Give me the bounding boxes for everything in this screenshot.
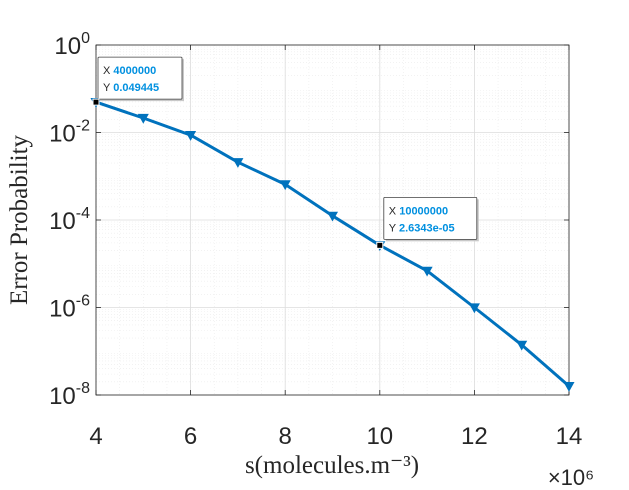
y-tick-label: 10-4 [49,205,90,235]
data-point[interactable] [421,266,433,277]
tick-labels: 4 6 8 10 12 14 10-8 10-6 10-4 10-2 100 [49,30,582,450]
data-point[interactable] [232,158,244,168]
datatip-y-row: Y 2.6343e-05 [389,222,455,234]
datatip[interactable]: X 4000000 Y 0.049445 [92,56,184,106]
data-point[interactable] [279,180,291,191]
y-tick-label: 10-8 [49,380,90,410]
data-point[interactable] [468,303,480,314]
datatip-marker[interactable] [92,98,100,106]
datatip-x-row: X 10000000 [389,205,448,217]
x-tick-label: 12 [461,423,488,450]
datatip-y-row: Y 0.049445 [103,82,159,94]
datatip-marker[interactable] [376,241,384,249]
x-tick-label: 6 [184,423,197,450]
y-tick-label: 10-6 [49,293,90,323]
data-point[interactable] [137,113,149,124]
y-tick-label: 100 [54,30,90,60]
data-point[interactable] [185,131,197,141]
x-tick-label: 14 [556,423,583,450]
x-tick-label: 4 [89,423,102,450]
y-tick-label: 10-2 [49,118,90,148]
datatips: X 4000000 Y 0.049445 X 10000000 Y 2.6343e-0… [92,56,479,249]
datatip-box [383,196,478,240]
tick-marks [95,44,570,396]
x-tick-label: 8 [279,423,292,450]
data-point[interactable] [326,211,339,222]
y-axis-label: Error Probability [6,134,33,305]
datatip[interactable]: X 10000000 Y 2.6343e-05 [376,196,479,249]
datatip-x-row: X 4000000 [103,65,156,77]
x-axis-label: s(molecules.m⁻³) [245,452,419,479]
x-tick-label: 10 [366,423,393,450]
x-multiplier: ×10⁶ [548,465,594,490]
datatip-box [97,56,183,100]
data-point[interactable] [563,382,575,392]
data-point[interactable] [516,340,528,351]
